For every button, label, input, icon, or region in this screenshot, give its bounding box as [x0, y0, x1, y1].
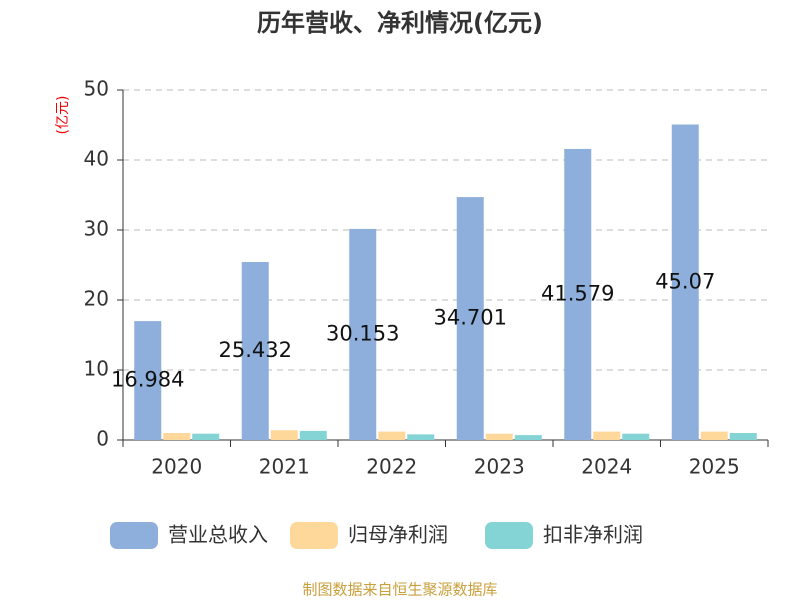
- y-tick-label: 20: [84, 287, 109, 311]
- bar: [407, 434, 435, 440]
- x-tick-label: 2020: [151, 455, 202, 479]
- bar: [349, 228, 377, 440]
- data-label: 34.701: [434, 306, 507, 330]
- bar: [729, 433, 757, 440]
- x-tick-label: 2024: [581, 455, 632, 479]
- x-tick-label: 2023: [474, 455, 525, 479]
- legend-swatch: [290, 522, 338, 549]
- bar: [163, 433, 191, 440]
- bar: [593, 431, 621, 440]
- y-tick-label: 40: [84, 147, 109, 171]
- bar: [241, 261, 269, 440]
- data-label: 16.984: [111, 368, 184, 392]
- bar: [134, 321, 162, 440]
- bar: [622, 433, 650, 440]
- bar: [700, 431, 728, 440]
- x-tick-label: 2021: [259, 455, 310, 479]
- legend-label: 扣非净利润: [543, 523, 643, 547]
- bar: [514, 435, 542, 440]
- bar: [485, 433, 513, 440]
- legend-swatch: [110, 522, 158, 549]
- bar: [564, 148, 592, 440]
- y-tick-label: 10: [84, 357, 109, 381]
- bar: [671, 124, 699, 440]
- data-label: 45.07: [655, 269, 715, 293]
- bar: [299, 430, 327, 440]
- y-tick-label: 50: [84, 77, 109, 101]
- x-tick-label: 2025: [689, 455, 740, 479]
- y-axis-label: (亿元): [55, 96, 71, 135]
- x-tick-label: 2022: [366, 455, 417, 479]
- bar: [456, 197, 484, 440]
- data-label: 25.432: [219, 338, 292, 362]
- bar: [270, 430, 298, 440]
- y-tick-label: 30: [84, 217, 109, 241]
- data-label: 41.579: [541, 281, 614, 305]
- data-label: 30.153: [326, 321, 399, 345]
- chart-title: 历年营收、净利情况(亿元): [257, 9, 543, 37]
- legend-label: 归母净利润: [348, 523, 448, 547]
- source-note: 制图数据来自恒生聚源数据库: [302, 581, 497, 599]
- legend-swatch: [485, 522, 533, 549]
- legend-label: 营业总收入: [168, 523, 268, 547]
- y-tick-label: 0: [96, 427, 109, 451]
- bar: [378, 431, 406, 440]
- bar: [192, 433, 220, 440]
